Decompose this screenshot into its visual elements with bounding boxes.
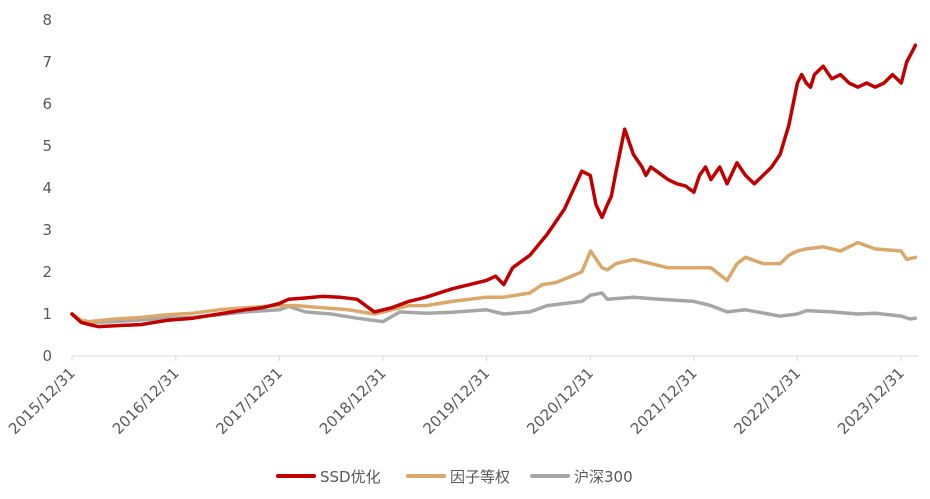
y-tick-label: 7 — [42, 53, 52, 71]
x-tick-label: 2018/12/31 — [316, 364, 390, 438]
y-tick-label: 3 — [42, 221, 52, 239]
legend: SSD优化 因子等权 沪深300 — [276, 468, 633, 486]
series-line-0 — [70, 43, 918, 329]
x-tick-label: 2019/12/31 — [419, 364, 493, 438]
y-tick-label: 8 — [42, 11, 52, 29]
legend-label-1: 因子等权 — [450, 468, 510, 486]
x-tick-label: 2017/12/31 — [212, 364, 286, 438]
y-tick-label: 5 — [42, 137, 52, 155]
x-axis: 2015/12/31 2016/12/31 2017/12/31 2018/12/31… — [5, 355, 918, 438]
x-tick-label: 2023/12/31 — [834, 364, 908, 438]
y-tick-label: 4 — [42, 179, 52, 197]
legend-label-0: SSD优化 — [320, 468, 381, 486]
y-tick-label: 0 — [42, 347, 52, 365]
x-tick-label: 2022/12/31 — [730, 364, 804, 438]
series-line-1 — [70, 240, 918, 324]
x-tick-label: 2016/12/31 — [109, 364, 183, 438]
y-axis: 0 1 2 3 4 5 6 7 8 — [42, 11, 52, 365]
y-tick-label: 6 — [42, 95, 52, 113]
x-tick-label: 2020/12/31 — [523, 364, 597, 438]
x-tick-label: 2021/12/31 — [627, 364, 701, 438]
y-tick-label: 1 — [42, 305, 52, 323]
series-layer — [70, 43, 918, 329]
y-tick-label: 2 — [42, 263, 52, 281]
x-tick-label: 2015/12/31 — [5, 364, 79, 438]
legend-label-2: 沪深300 — [574, 468, 633, 486]
